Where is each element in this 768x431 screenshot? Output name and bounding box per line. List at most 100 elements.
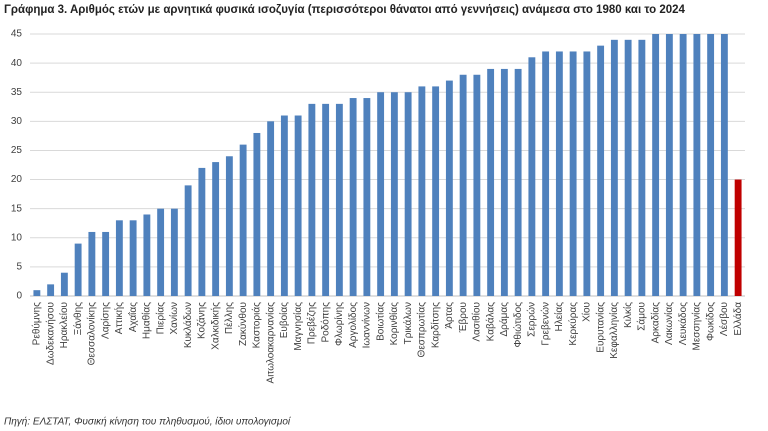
- bar: [88, 231, 96, 296]
- x-tick-label: Λευκάδος: [677, 302, 689, 345]
- bar: [322, 103, 330, 296]
- x-tick-label: Μαγνησίας: [292, 302, 304, 351]
- y-tick-label: 10: [11, 232, 23, 243]
- bar: [308, 103, 316, 296]
- x-tick-label: Κυκλάδων: [182, 302, 194, 348]
- bar: [239, 144, 247, 296]
- x-tick-label: Γρεβενών: [539, 302, 551, 346]
- y-tick-label: 0: [16, 291, 22, 302]
- source-note: Πηγή: ΕΛΣΤΑΤ, Φυσική κίνηση του πληθυσμο…: [4, 416, 292, 428]
- x-tick-label: Καρδίτσης: [429, 302, 441, 348]
- bar: [377, 92, 385, 296]
- bar: [610, 39, 618, 296]
- x-tick-label: Χανίων: [168, 302, 180, 334]
- bar: [569, 51, 577, 296]
- bar: [665, 34, 673, 296]
- x-tick-label: Θεσσαλονίκης: [86, 302, 98, 366]
- bar: [280, 115, 288, 296]
- x-tick-label: Κορινθίας: [388, 302, 400, 346]
- bar: [707, 34, 715, 296]
- x-tick-label: Άρτας: [444, 302, 455, 329]
- bar: [693, 34, 701, 296]
- x-tick-label: Χαλκιδικής: [209, 302, 221, 350]
- y-tick-label: 45: [11, 29, 23, 40]
- x-tick-label: Πρεβέζης: [306, 302, 318, 344]
- x-tick-label: Λαρίσης: [99, 302, 111, 339]
- bar: [679, 34, 687, 296]
- y-tick-label: 35: [11, 87, 23, 98]
- bar: [555, 51, 563, 296]
- x-tick-label: Φλωρίνης: [333, 302, 345, 346]
- x-tick-label: Σερρών: [526, 302, 538, 337]
- bar: [294, 115, 302, 296]
- x-tick-label: Αιτωλοακαρνανίας: [264, 302, 276, 384]
- bar: [335, 103, 343, 296]
- x-tick-label: Θεσπρωτίας: [416, 302, 428, 358]
- bar: [445, 80, 453, 296]
- bar: [583, 51, 591, 296]
- bar: [652, 34, 660, 296]
- bar: [267, 121, 275, 296]
- bar: [473, 74, 481, 296]
- bar: [597, 45, 605, 297]
- bar: [170, 208, 178, 296]
- x-tick-label: Κοζάνης: [196, 302, 208, 339]
- chart-title: Γράφημα 3. Αριθμός ετών με αρνητικά φυσι…: [4, 4, 686, 16]
- x-tick-label: Τρικάλων: [402, 302, 414, 344]
- x-tick-label: Ευρυτανίας: [594, 302, 606, 353]
- x-tick-label: Αχαΐας: [127, 302, 139, 332]
- bar: [115, 220, 123, 296]
- x-tick-label: Λασιθίου: [471, 302, 483, 342]
- bar: [624, 39, 632, 296]
- x-tick-label: Λέσβου: [718, 302, 730, 336]
- y-tick-label: 25: [11, 145, 23, 156]
- y-tick-label: 15: [11, 203, 23, 214]
- bar: [514, 68, 522, 296]
- bar: [33, 290, 41, 296]
- x-tick-label: Αργολίδος: [347, 302, 359, 348]
- bar: [60, 272, 68, 296]
- y-tick-label: 20: [11, 174, 23, 185]
- bar: [363, 98, 371, 297]
- bar: [184, 185, 192, 296]
- bar: [253, 132, 261, 296]
- x-tick-label: Ευβοίας: [278, 302, 290, 338]
- bar: [542, 51, 550, 296]
- bar: [404, 92, 412, 296]
- bar: [500, 68, 508, 296]
- bar: [720, 34, 728, 296]
- x-tick-label: Κερκύρας: [567, 302, 579, 346]
- bar: [459, 74, 467, 296]
- bar: [47, 284, 55, 296]
- x-tick-label: Δωδεκανήσου: [44, 302, 56, 365]
- x-tick-label: Ξάνθης: [72, 302, 84, 335]
- x-tick-label: Ημαθίας: [141, 302, 153, 339]
- x-tick-label: Βοιωτίας: [374, 302, 386, 341]
- x-tick-label: Καστοριάς: [251, 302, 263, 349]
- x-tick-label: Πιερίας: [154, 302, 166, 335]
- bar: [349, 98, 357, 297]
- x-tick-label: Φθιώτιδος: [512, 302, 524, 348]
- x-tick-label: Ροδόπης: [319, 302, 331, 343]
- x-tick-label: Αττικής: [113, 302, 125, 334]
- x-tick-label: Ελλάδα: [732, 302, 744, 336]
- bar: [74, 243, 82, 296]
- x-tick-label: Ρεθύμνης: [31, 302, 43, 345]
- bar: [157, 208, 165, 296]
- x-tick-label: Καβάλας: [484, 302, 496, 341]
- x-tick-label: Ηλείας: [553, 302, 565, 332]
- bar: [390, 92, 398, 296]
- y-tick-label: 5: [16, 262, 22, 273]
- x-tick-label: Χίου: [581, 302, 593, 322]
- bar: [225, 156, 233, 296]
- bar: [102, 231, 110, 296]
- bar: [638, 39, 646, 296]
- bar: [734, 179, 742, 296]
- bar: [212, 162, 220, 296]
- x-tick-label: Κεφαλληνίας: [608, 302, 620, 359]
- y-tick-label: 40: [11, 58, 23, 69]
- x-tick-label: Ζακύνθου: [237, 302, 249, 346]
- x-tick-label: Κιλκίς: [622, 302, 634, 328]
- bar: [487, 68, 495, 296]
